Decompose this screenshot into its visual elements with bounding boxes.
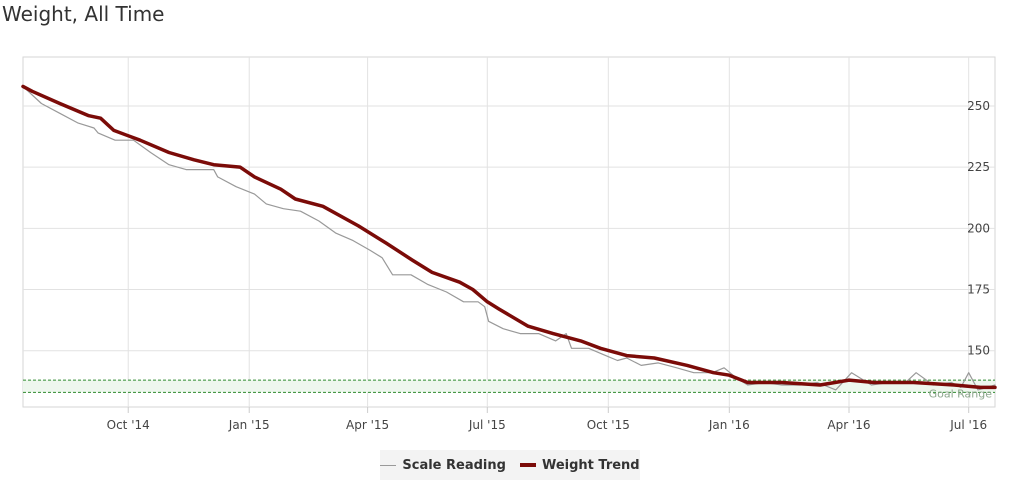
series-lines	[21, 84, 997, 391]
x-tick-label-3: Jul '15	[468, 418, 506, 432]
x-tick-label-2: Apr '15	[346, 418, 389, 432]
legend-item-scale-reading[interactable]: Scale Reading	[380, 458, 506, 473]
y-tick-label-250: 250	[967, 99, 990, 113]
weight-chart: Goal Range 150 175 200 225 250 Oct '14 Jan '15…	[21, 56, 997, 432]
legend-label-weight-trend: Weight Trend	[541, 457, 640, 473]
goal-range-band	[23, 380, 995, 393]
x-tick-label-4: Oct '15	[587, 418, 630, 432]
y-tick-label-175: 175	[967, 283, 990, 297]
y-tick-label-200: 200	[967, 221, 990, 235]
series-line-weight-trend	[21, 84, 997, 390]
x-tick-label-5: Jan '16	[708, 418, 750, 432]
page-title: Weight, All Time	[2, 2, 165, 26]
plot-area	[22, 56, 996, 408]
y-tick-label-150: 150	[967, 344, 990, 358]
weight-trend-swatch	[519, 463, 536, 467]
x-tick-label-0: Oct '14	[107, 418, 150, 432]
goal-range-label: Goal Range	[929, 387, 993, 400]
scale-reading-swatch	[380, 464, 397, 466]
series-line-scale-reading	[22, 85, 996, 391]
x-tick-label-7: Jul '16	[949, 418, 987, 432]
axis-labels: 150 175 200 225 250 Oct '14 Jan '15 Apr '15 Jul …	[107, 99, 990, 432]
chart-legend: Scale Reading Weight Trend	[380, 450, 640, 480]
grid-lines	[23, 57, 995, 413]
x-tick-label-6: Apr '16	[827, 418, 870, 432]
legend-item-weight-trend[interactable]: Weight Trend	[519, 457, 640, 473]
y-tick-label-225: 225	[967, 160, 990, 174]
x-tick-label-1: Jan '15	[228, 418, 270, 432]
legend-label-scale-reading: Scale Reading	[402, 457, 506, 473]
